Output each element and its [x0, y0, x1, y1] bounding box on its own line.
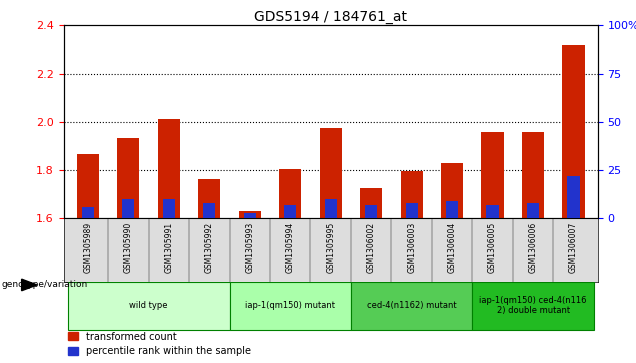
Bar: [401, 171, 423, 219]
Bar: [446, 201, 459, 219]
Text: GSM1306002: GSM1306002: [367, 221, 376, 273]
Bar: [562, 45, 584, 219]
Bar: [77, 155, 99, 219]
Text: GSM1305994: GSM1305994: [286, 221, 294, 273]
Legend: transformed count, percentile rank within the sample: transformed count, percentile rank withi…: [69, 331, 251, 356]
Bar: [351, 282, 473, 330]
Polygon shape: [22, 279, 37, 291]
Bar: [279, 169, 301, 219]
Bar: [319, 128, 342, 219]
Bar: [67, 282, 230, 330]
Text: GSM1306005: GSM1306005: [488, 221, 497, 273]
Text: GSM1305989: GSM1305989: [83, 221, 92, 273]
Bar: [284, 205, 296, 219]
Text: iap-1(qm150) ced-4(n116
2) double mutant: iap-1(qm150) ced-4(n116 2) double mutant: [480, 296, 587, 315]
Text: GSM1305991: GSM1305991: [164, 221, 174, 273]
Text: GSM1305995: GSM1305995: [326, 221, 335, 273]
Bar: [481, 131, 504, 219]
Bar: [360, 188, 382, 219]
Text: GSM1306003: GSM1306003: [407, 221, 416, 273]
Text: wild type: wild type: [129, 301, 168, 310]
Bar: [406, 203, 418, 219]
Bar: [198, 179, 221, 219]
Text: GSM1306006: GSM1306006: [529, 221, 537, 273]
Bar: [487, 205, 499, 219]
Bar: [244, 213, 256, 219]
Text: genotype/variation: genotype/variation: [1, 281, 88, 289]
Text: GSM1305992: GSM1305992: [205, 221, 214, 273]
Bar: [527, 203, 539, 219]
Bar: [203, 203, 216, 219]
Bar: [238, 211, 261, 219]
Bar: [230, 282, 351, 330]
Text: GSM1306007: GSM1306007: [569, 221, 578, 273]
Bar: [163, 199, 175, 219]
Text: ced-4(n1162) mutant: ced-4(n1162) mutant: [367, 301, 457, 310]
Bar: [441, 163, 463, 219]
Bar: [158, 119, 180, 219]
Bar: [324, 199, 337, 219]
Text: GSM1306004: GSM1306004: [448, 221, 457, 273]
Bar: [365, 205, 377, 219]
Text: iap-1(qm150) mutant: iap-1(qm150) mutant: [245, 301, 335, 310]
Title: GDS5194 / 184761_at: GDS5194 / 184761_at: [254, 11, 407, 24]
Text: GSM1305993: GSM1305993: [245, 221, 254, 273]
Bar: [567, 176, 579, 219]
Bar: [122, 199, 134, 219]
Bar: [522, 131, 544, 219]
Bar: [82, 207, 94, 219]
Text: GSM1305990: GSM1305990: [124, 221, 133, 273]
Bar: [117, 138, 139, 219]
Bar: [473, 282, 594, 330]
